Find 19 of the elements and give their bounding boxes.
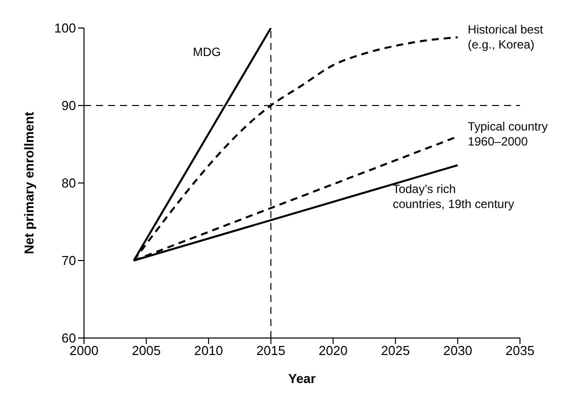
series-label: Typical country 1960–2000 [468,120,548,148]
x-tick-label: 2010 [194,343,224,358]
y-axis-title: Net primary enrollment [22,111,37,254]
text: MDG [192,45,221,59]
x-tick-label: 2030 [443,343,472,358]
y-tick-label: 80 [62,176,76,191]
x-tick-label: 2005 [132,343,161,358]
x-tick-label: 2035 [506,343,534,358]
series-label: Historical best (e.g., Korea) [468,22,544,52]
series-label: Today’s rich countries, 19th century [392,182,514,212]
y-tick-label: 90 [62,98,76,114]
y-tick-label: 100 [54,20,76,36]
x-tick-label: 2025 [380,343,410,358]
y-tick-label: 70 [62,253,76,268]
y-tick-label: 60 [62,330,76,346]
x-tick-label: 2000 [70,343,98,358]
x-tick-label: 2015 [256,343,286,358]
x-axis-title: Year [288,371,316,386]
x-tick-label: 2020 [318,343,348,358]
